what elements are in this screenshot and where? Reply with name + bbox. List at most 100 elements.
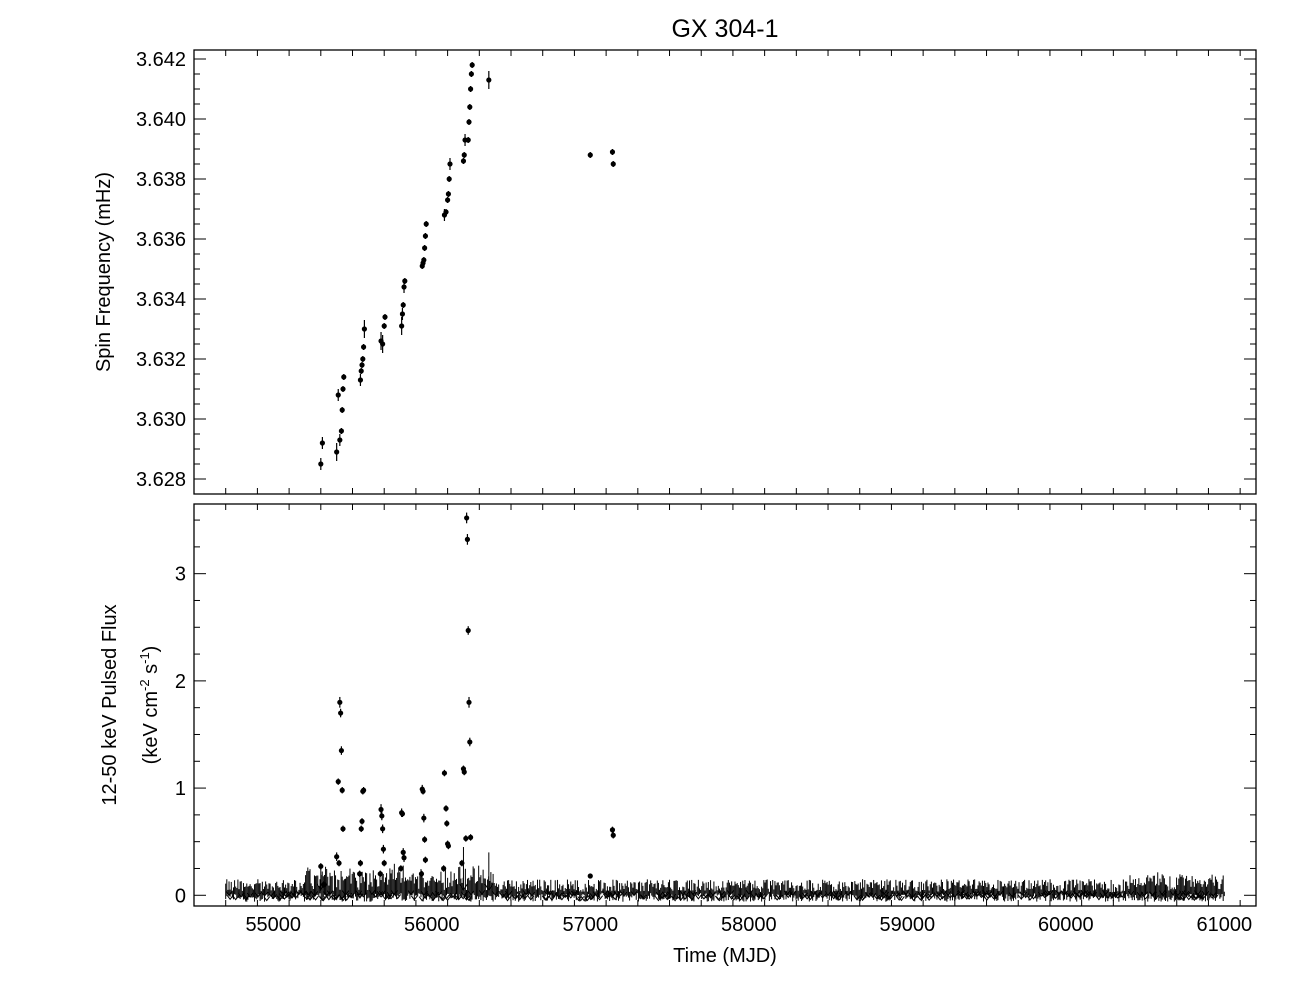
flux-upper-limit-arrow xyxy=(639,894,647,900)
spin-plot-frame xyxy=(193,49,1257,495)
flux-data-point xyxy=(379,813,385,819)
flux-data-series xyxy=(318,512,616,888)
spin-data-point xyxy=(337,437,343,443)
flux-data-point xyxy=(464,536,471,542)
flux-upper-limit-noise xyxy=(225,847,1225,902)
spin-data-point xyxy=(609,149,616,155)
spin-data-point xyxy=(341,374,347,380)
flux-data-point xyxy=(318,863,324,869)
flux-x-tick-label: 57000 xyxy=(562,914,618,936)
flux-upper-limit-arrow xyxy=(895,895,903,901)
flux-upper-limit-arrow xyxy=(577,896,585,902)
flux-upper-limit-arrow xyxy=(385,894,393,900)
flux-upper-limit-arrow xyxy=(548,895,556,901)
spin-data-point xyxy=(486,77,492,83)
flux-data-point xyxy=(609,827,616,833)
flux-upper-limit-arrow xyxy=(325,895,333,901)
flux-data-point xyxy=(357,860,364,866)
flux-upper-limit-arrow xyxy=(608,892,616,898)
flux-upper-limit-arrow xyxy=(438,895,446,901)
spin-y-tick-label: 3.642 xyxy=(136,49,186,71)
spin-y-tick-label: 3.630 xyxy=(136,409,186,431)
flux-data-point xyxy=(359,818,365,824)
flux-data-point xyxy=(337,699,343,705)
spin-data-point xyxy=(380,341,386,347)
flux-upper-limit-arrow xyxy=(596,895,604,901)
spin-data-point xyxy=(422,233,429,239)
flux-data-point xyxy=(441,770,448,776)
flux-data-point xyxy=(399,811,406,817)
flux-upper-limit-arrow xyxy=(758,893,766,899)
flux-x-tick-label: 61000 xyxy=(1196,914,1252,936)
flux-upper-limit-arrow xyxy=(835,895,843,901)
flux-upper-limit-arrow xyxy=(984,893,992,899)
flux-y-tick-label: 0 xyxy=(175,885,186,907)
flux-upper-limit-arrow xyxy=(967,893,975,899)
flux-data-point xyxy=(443,805,449,812)
flux-upper-limit-arrow xyxy=(312,895,319,901)
spin-data-point xyxy=(465,137,471,143)
flux-data-point xyxy=(400,849,406,856)
x-axis-label: Time (MJD) xyxy=(673,945,777,967)
flux-x-tick-label: 60000 xyxy=(1038,914,1094,936)
flux-data-point xyxy=(334,854,340,860)
spin-data-point xyxy=(335,392,341,398)
flux-data-point xyxy=(422,836,428,843)
spin-data-point xyxy=(319,440,325,446)
spin-data-point xyxy=(445,191,452,197)
spin-data-point xyxy=(402,278,408,284)
flux-upper-limit-arrow xyxy=(886,894,894,900)
flux-data-point xyxy=(336,860,342,866)
flux-data-point xyxy=(463,835,469,842)
flux-upper-limit-arrow xyxy=(1152,895,1159,901)
spin-data-point xyxy=(361,344,367,350)
pulsed-flux-panel: 0 1 2 3 55000 56000 57000 58000 59000 60000 61000 xyxy=(175,503,1257,936)
flux-data-point xyxy=(421,815,427,821)
flux-y-tick-label: 1 xyxy=(175,778,186,800)
flux-x-tick-label: 58000 xyxy=(721,914,777,936)
spin-data-point xyxy=(360,356,366,362)
flux-upper-limit-arrow xyxy=(728,894,736,900)
spin-data-point xyxy=(359,362,365,368)
top-y-axis-label: Spin Frequency (mHz) xyxy=(93,172,115,372)
flux-upper-limit-arrow xyxy=(484,883,494,891)
flux-y-tick-label: 2 xyxy=(175,671,186,693)
flux-data-point xyxy=(401,855,407,861)
spin-data-point xyxy=(357,377,364,383)
spin-data-point xyxy=(338,428,345,434)
spin-data-point xyxy=(361,326,367,332)
spin-data-point xyxy=(340,386,346,392)
spin-data-point xyxy=(460,158,467,164)
flux-upper-limit-arrow xyxy=(463,895,470,901)
spin-data-point xyxy=(339,407,345,413)
spin-y-tick-label: 3.628 xyxy=(136,469,186,491)
flux-data-point xyxy=(459,860,465,866)
spin-data-point xyxy=(443,209,449,215)
flux-upper-limit-arrow xyxy=(558,895,566,901)
flux-data-point xyxy=(361,787,367,793)
spin-data-point xyxy=(610,161,616,167)
flux-data-point xyxy=(444,820,450,827)
spin-y-tick-label: 3.640 xyxy=(136,109,186,131)
spin-data-point xyxy=(461,152,467,158)
flux-data-point xyxy=(338,710,344,716)
flux-data-point xyxy=(377,871,383,877)
flux-data-point xyxy=(340,826,346,832)
flux-upper-limit-arrow xyxy=(319,896,327,902)
spin-data-point xyxy=(334,449,340,455)
flux-upper-limit-arrow xyxy=(263,896,271,902)
spin-data-series xyxy=(318,62,616,470)
flux-data-point xyxy=(445,843,452,849)
flux-plot-frame xyxy=(193,503,1257,907)
spin-data-point xyxy=(358,368,364,374)
flux-upper-limit-arrow xyxy=(521,894,529,900)
spin-data-point xyxy=(467,86,474,92)
flux-data-point xyxy=(380,846,387,852)
spin-data-point xyxy=(466,119,472,125)
spin-data-point xyxy=(399,311,406,317)
spin-data-point xyxy=(468,71,474,77)
flux-upper-limit-arrow xyxy=(418,896,426,902)
spin-y-tick-label: 3.636 xyxy=(136,229,186,251)
bottom-y-axis-label: 12-50 keV Pulsed Flux xyxy=(99,604,121,805)
flux-data-point xyxy=(464,515,470,521)
